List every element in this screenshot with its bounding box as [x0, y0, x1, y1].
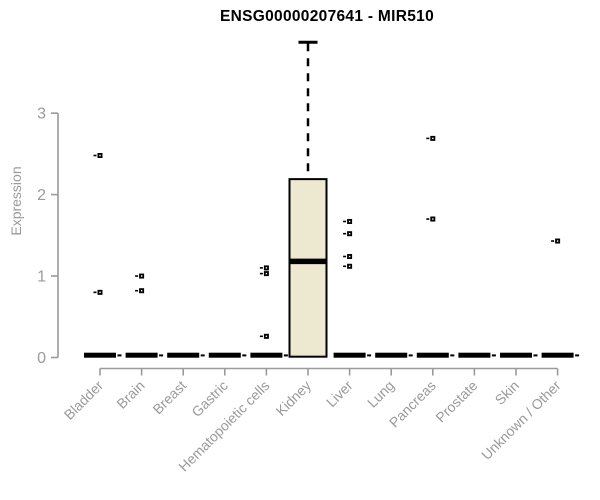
chart-title: ENSG00000207641 - MIR510 [220, 8, 434, 25]
outlier-dash-bladder [93, 154, 97, 157]
flat-box-stub-brain [159, 354, 164, 357]
flat-box-stub-breast [200, 354, 205, 357]
flat-box-unknown-other [541, 352, 574, 358]
x-tick-label-lung: Lung [364, 377, 397, 410]
box-kidney [288, 178, 328, 358]
outlier-center-brain [140, 275, 143, 277]
outlier-center-liver [348, 265, 351, 267]
flat-box-brain [125, 352, 158, 358]
outlier-dash-liver [343, 255, 347, 258]
x-tick-label-brain: Brain [113, 377, 147, 411]
y-tick-label: 3 [37, 106, 46, 123]
outlier-dash-brain [135, 275, 139, 277]
outlier-center-liver [348, 255, 351, 258]
flat-box-pancreas [416, 352, 449, 358]
flat-box-hematopoietic-cells [250, 352, 283, 358]
outlier-dash-pancreas [426, 218, 430, 220]
x-tick-label-breast: Breast [149, 377, 189, 417]
flat-box-gastric [208, 352, 241, 358]
x-tick-label-skin: Skin [492, 377, 523, 408]
outlier-center-hematopoietic-cells [265, 335, 268, 338]
x-tick-label-kidney: Kidney [273, 377, 315, 419]
outlier-dash-liver [343, 265, 347, 268]
y-tick-label: 0 [37, 350, 46, 367]
outlier-dash-hematopoietic-cells [259, 335, 263, 338]
x-tick-label-prostate: Prostate [432, 377, 480, 425]
outlier-center-pancreas [432, 137, 434, 140]
outlier-center-pancreas [432, 218, 434, 220]
flat-box-stub-gastric [242, 354, 247, 357]
flat-box-stub-lung [408, 354, 413, 357]
outlier-dash-unknown-other [551, 240, 555, 242]
outlier-dash-pancreas [426, 137, 430, 140]
flat-box-stub-bladder [117, 354, 122, 357]
outlier-center-hematopoietic-cells [265, 267, 268, 269]
y-tick-label: 1 [37, 269, 46, 286]
x-tick-label-unknown-other: Unknown / Other [478, 377, 564, 463]
flat-box-bladder [84, 352, 116, 358]
outlier-center-liver [348, 220, 351, 223]
flat-box-stub-unknown-other [575, 354, 580, 357]
flat-box-stub-liver [367, 354, 372, 357]
x-tick-label-liver: Liver [323, 377, 356, 410]
flat-box-liver [333, 352, 366, 358]
outlier-dash-hematopoietic-cells [259, 272, 263, 275]
flat-box-stub-skin [533, 354, 538, 357]
outlier-center-hematopoietic-cells [265, 272, 268, 275]
outlier-center-bladder [99, 154, 101, 157]
flat-box-prostate [458, 352, 491, 358]
flat-box-stub-prostate [491, 354, 496, 357]
flat-box-stub-pancreas [450, 354, 455, 357]
outlier-center-brain [140, 290, 143, 292]
outlier-dash-bladder [93, 291, 97, 294]
flat-box-lung [375, 352, 408, 358]
outlier-dash-liver [343, 220, 347, 223]
flat-box-breast [167, 352, 200, 358]
outlier-center-bladder [99, 291, 101, 294]
outlier-dash-liver [343, 232, 347, 235]
flat-box-skin [500, 352, 532, 358]
flat-box-stub-hematopoietic-cells [283, 354, 288, 357]
outlier-dash-hematopoietic-cells [259, 267, 263, 269]
outlier-dash-brain [135, 289, 139, 292]
outlier-center-liver [348, 232, 351, 235]
outlier-center-unknown-other [556, 240, 559, 242]
x-tick-label-bladder: Bladder [61, 377, 107, 423]
y-tick-label: 2 [37, 187, 46, 204]
